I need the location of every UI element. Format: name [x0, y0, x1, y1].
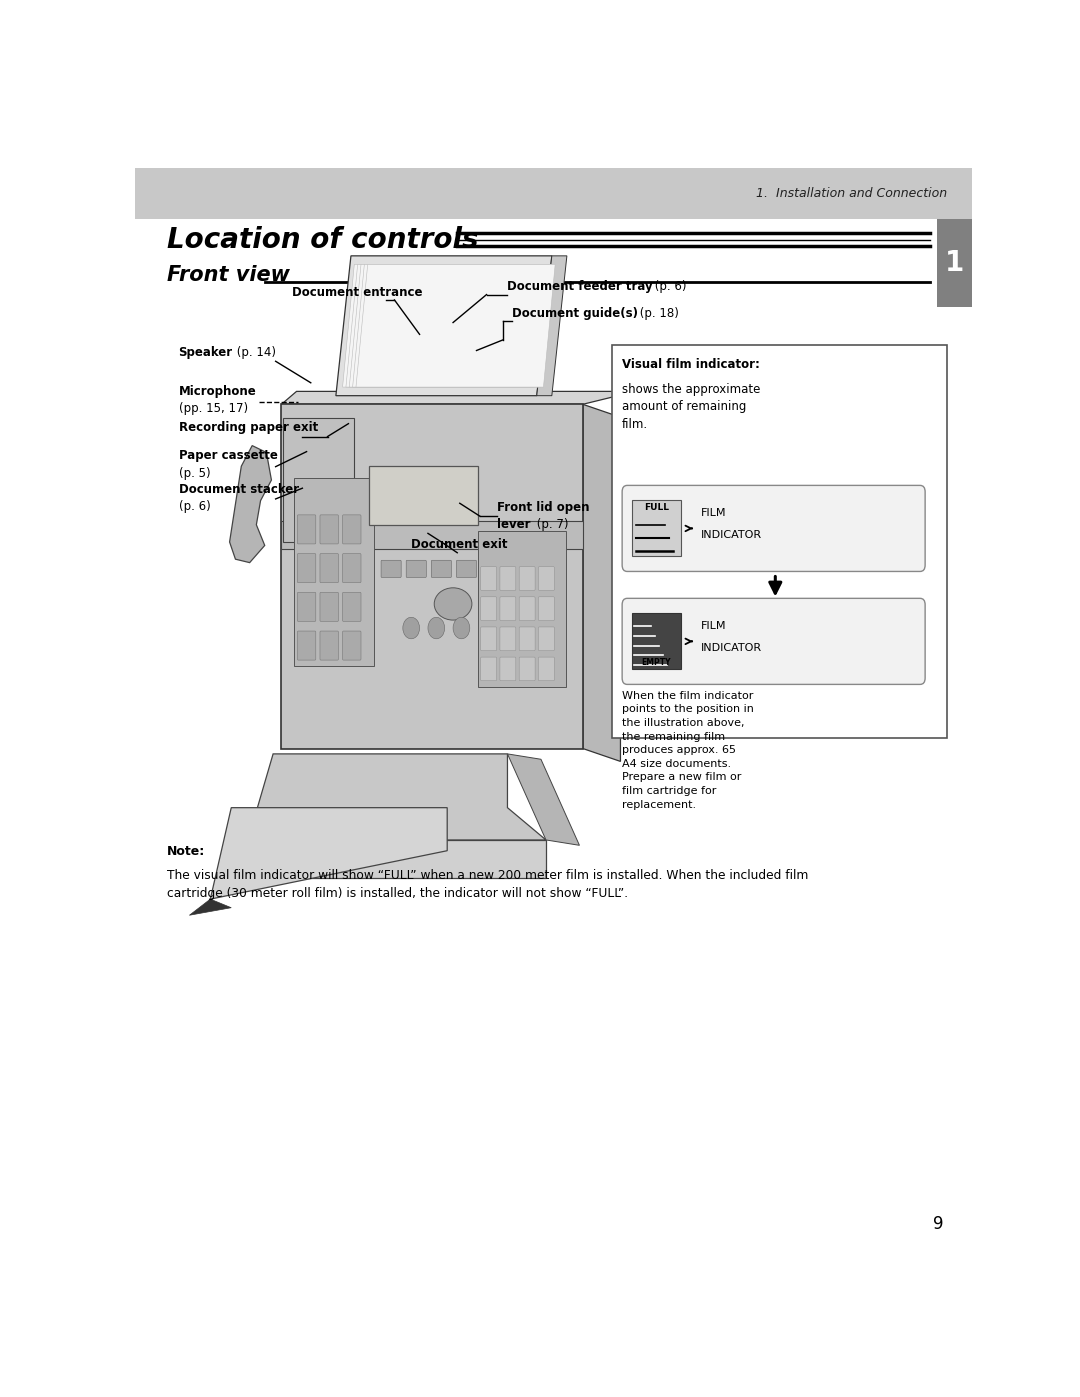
FancyBboxPatch shape — [519, 657, 535, 680]
FancyBboxPatch shape — [406, 560, 427, 577]
Polygon shape — [248, 754, 546, 840]
FancyBboxPatch shape — [342, 592, 361, 622]
FancyBboxPatch shape — [297, 631, 315, 661]
FancyBboxPatch shape — [481, 627, 497, 651]
Polygon shape — [189, 900, 231, 915]
FancyBboxPatch shape — [297, 592, 315, 622]
Polygon shape — [342, 264, 542, 387]
FancyBboxPatch shape — [342, 553, 361, 583]
Polygon shape — [352, 264, 552, 387]
Text: 9: 9 — [933, 1215, 944, 1234]
Text: (pp. 15, 17): (pp. 15, 17) — [178, 402, 247, 415]
FancyBboxPatch shape — [519, 627, 535, 651]
Text: Note:: Note: — [166, 845, 205, 858]
FancyBboxPatch shape — [632, 613, 680, 669]
Text: Location of controls: Location of controls — [166, 226, 478, 254]
FancyBboxPatch shape — [297, 515, 315, 543]
FancyBboxPatch shape — [478, 531, 566, 686]
Polygon shape — [356, 264, 555, 387]
FancyBboxPatch shape — [539, 597, 554, 620]
FancyBboxPatch shape — [294, 478, 374, 666]
FancyBboxPatch shape — [297, 553, 315, 583]
FancyBboxPatch shape — [936, 219, 972, 307]
Text: Document stacker: Document stacker — [178, 483, 299, 496]
Text: The visual film indicator will show “FULL” when a new 200 meter film is installe: The visual film indicator will show “FUL… — [166, 869, 808, 900]
FancyBboxPatch shape — [342, 515, 361, 543]
Text: Document entrance: Document entrance — [293, 286, 423, 299]
Text: Speaker: Speaker — [178, 346, 232, 359]
FancyBboxPatch shape — [622, 598, 926, 685]
Ellipse shape — [434, 588, 472, 620]
Text: (p. 14): (p. 14) — [233, 346, 275, 359]
Text: Microphone: Microphone — [178, 384, 256, 398]
FancyBboxPatch shape — [282, 404, 583, 749]
FancyBboxPatch shape — [320, 592, 338, 622]
Text: Document feeder tray: Document feeder tray — [508, 281, 653, 293]
Text: FULL: FULL — [644, 503, 669, 511]
Text: shows the approximate
amount of remaining
film.: shows the approximate amount of remainin… — [622, 383, 760, 430]
Text: Paper cassette: Paper cassette — [178, 450, 278, 462]
FancyBboxPatch shape — [481, 567, 497, 591]
Text: When the film indicator
points to the position in
the illustration above,
the re: When the film indicator points to the po… — [622, 692, 754, 810]
FancyBboxPatch shape — [632, 500, 680, 556]
FancyBboxPatch shape — [519, 597, 535, 620]
Text: Recording paper exit: Recording paper exit — [178, 422, 318, 434]
Text: INDICATOR: INDICATOR — [701, 643, 761, 652]
Text: Visual film indicator:: Visual film indicator: — [622, 358, 760, 372]
Circle shape — [428, 617, 445, 638]
Text: FILM: FILM — [701, 622, 727, 631]
FancyBboxPatch shape — [457, 560, 476, 577]
Polygon shape — [508, 754, 580, 845]
Polygon shape — [537, 256, 567, 395]
Text: (p. 18): (p. 18) — [635, 307, 678, 320]
FancyBboxPatch shape — [320, 515, 338, 543]
FancyBboxPatch shape — [481, 597, 497, 620]
FancyBboxPatch shape — [519, 567, 535, 591]
Polygon shape — [211, 807, 447, 900]
FancyBboxPatch shape — [539, 567, 554, 591]
Text: (p. 7): (p. 7) — [534, 518, 569, 531]
FancyBboxPatch shape — [481, 657, 497, 680]
FancyBboxPatch shape — [500, 597, 516, 620]
Text: EMPTY: EMPTY — [642, 658, 671, 668]
Polygon shape — [583, 404, 620, 761]
FancyBboxPatch shape — [500, 567, 516, 591]
Circle shape — [403, 617, 419, 638]
FancyBboxPatch shape — [381, 560, 401, 577]
Text: Front view: Front view — [166, 265, 289, 285]
Text: (p. 6): (p. 6) — [178, 500, 211, 513]
Polygon shape — [230, 446, 271, 563]
Polygon shape — [346, 264, 545, 387]
FancyBboxPatch shape — [539, 627, 554, 651]
Text: lever: lever — [497, 518, 530, 531]
Text: (p. 6): (p. 6) — [651, 281, 687, 293]
FancyBboxPatch shape — [282, 521, 583, 549]
Polygon shape — [336, 256, 552, 395]
Text: FILM: FILM — [701, 509, 727, 518]
FancyBboxPatch shape — [342, 631, 361, 661]
FancyBboxPatch shape — [320, 631, 338, 661]
FancyBboxPatch shape — [283, 418, 354, 542]
Circle shape — [454, 617, 470, 638]
FancyBboxPatch shape — [320, 553, 338, 583]
Text: Front lid open: Front lid open — [497, 502, 589, 514]
Text: Document guide(s): Document guide(s) — [512, 307, 637, 320]
FancyBboxPatch shape — [539, 657, 554, 680]
Text: 1: 1 — [945, 250, 964, 278]
FancyBboxPatch shape — [431, 560, 451, 577]
Polygon shape — [349, 264, 549, 387]
FancyBboxPatch shape — [612, 345, 947, 738]
Text: INDICATOR: INDICATOR — [701, 529, 761, 539]
Text: Document exit: Document exit — [411, 538, 508, 550]
Polygon shape — [244, 840, 546, 877]
FancyBboxPatch shape — [369, 465, 478, 525]
FancyBboxPatch shape — [500, 627, 516, 651]
Polygon shape — [282, 391, 635, 404]
FancyBboxPatch shape — [135, 168, 972, 219]
Text: 1.  Installation and Connection: 1. Installation and Connection — [756, 187, 947, 200]
Text: (p. 5): (p. 5) — [178, 467, 211, 479]
FancyBboxPatch shape — [500, 657, 516, 680]
FancyBboxPatch shape — [622, 485, 926, 571]
